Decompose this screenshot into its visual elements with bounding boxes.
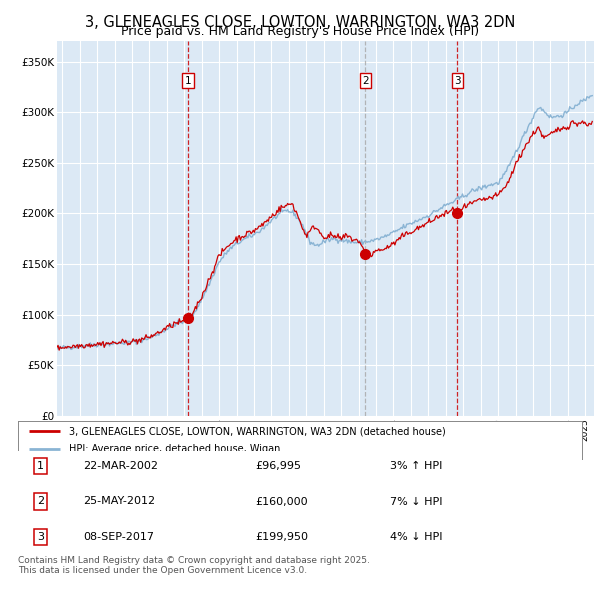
Text: 22-MAR-2002: 22-MAR-2002 [83, 461, 158, 471]
Text: 2: 2 [362, 76, 369, 86]
Text: Contains HM Land Registry data © Crown copyright and database right 2025.
This d: Contains HM Land Registry data © Crown c… [18, 556, 370, 575]
Text: 3: 3 [454, 76, 461, 86]
Text: £160,000: £160,000 [255, 497, 308, 506]
Text: Price paid vs. HM Land Registry's House Price Index (HPI): Price paid vs. HM Land Registry's House … [121, 25, 479, 38]
Text: 7% ↓ HPI: 7% ↓ HPI [390, 497, 443, 506]
Text: 4% ↓ HPI: 4% ↓ HPI [390, 532, 443, 542]
Text: 25-MAY-2012: 25-MAY-2012 [83, 497, 155, 506]
Text: 3, GLENEAGLES CLOSE, LOWTON, WARRINGTON, WA3 2DN: 3, GLENEAGLES CLOSE, LOWTON, WARRINGTON,… [85, 15, 515, 30]
Text: £199,950: £199,950 [255, 532, 308, 542]
Text: 08-SEP-2017: 08-SEP-2017 [83, 532, 154, 542]
Text: 3, GLENEAGLES CLOSE, LOWTON, WARRINGTON, WA3 2DN (detached house): 3, GLENEAGLES CLOSE, LOWTON, WARRINGTON,… [69, 426, 446, 436]
Text: £96,995: £96,995 [255, 461, 301, 471]
Text: 1: 1 [185, 76, 191, 86]
Text: 1: 1 [37, 461, 44, 471]
Text: HPI: Average price, detached house, Wigan: HPI: Average price, detached house, Wiga… [69, 444, 280, 454]
Text: 3: 3 [37, 532, 44, 542]
Text: 2: 2 [37, 497, 44, 506]
Text: 3% ↑ HPI: 3% ↑ HPI [390, 461, 443, 471]
